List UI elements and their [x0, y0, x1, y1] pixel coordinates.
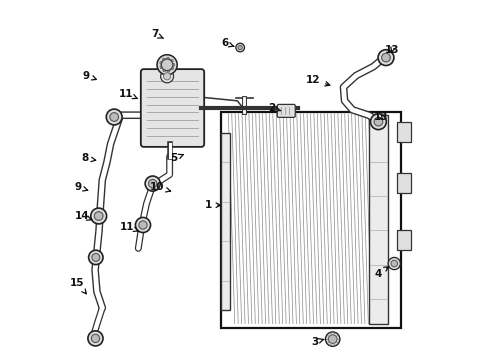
Text: 8: 8: [81, 153, 96, 163]
FancyBboxPatch shape: [277, 104, 295, 117]
Circle shape: [160, 70, 173, 83]
Circle shape: [170, 59, 173, 62]
Text: 11: 11: [119, 89, 137, 99]
Text: 13: 13: [372, 112, 387, 122]
Circle shape: [94, 212, 103, 220]
Text: 7: 7: [150, 29, 163, 39]
Text: 9: 9: [75, 182, 87, 192]
Text: 5: 5: [170, 153, 183, 163]
Circle shape: [91, 208, 106, 224]
Circle shape: [160, 62, 163, 64]
Text: 10: 10: [150, 182, 170, 192]
Circle shape: [135, 217, 150, 233]
Bar: [368, 115, 387, 324]
Text: 15: 15: [70, 278, 86, 294]
Circle shape: [170, 67, 173, 70]
Circle shape: [235, 43, 244, 52]
Text: 12: 12: [305, 75, 329, 86]
Circle shape: [373, 117, 382, 126]
Circle shape: [387, 257, 400, 270]
Circle shape: [370, 114, 386, 130]
Text: 14: 14: [74, 211, 92, 221]
Bar: [221, 133, 230, 310]
Circle shape: [171, 63, 174, 66]
Circle shape: [145, 176, 160, 191]
Circle shape: [377, 50, 393, 66]
Circle shape: [91, 334, 100, 343]
Circle shape: [238, 45, 242, 50]
Circle shape: [390, 260, 397, 267]
Circle shape: [106, 109, 122, 125]
Text: 13: 13: [384, 45, 399, 55]
Circle shape: [148, 179, 157, 188]
Circle shape: [92, 253, 100, 261]
Circle shape: [167, 69, 170, 72]
Text: 6: 6: [221, 38, 233, 48]
Circle shape: [139, 221, 147, 229]
Bar: [397, 173, 410, 193]
Text: 9: 9: [82, 71, 96, 81]
Circle shape: [88, 331, 103, 346]
Circle shape: [381, 53, 389, 62]
Circle shape: [325, 332, 339, 346]
Text: 4: 4: [373, 267, 388, 279]
Bar: [397, 122, 410, 142]
Text: 3: 3: [310, 337, 323, 347]
Text: 11: 11: [120, 222, 138, 232]
Bar: [397, 230, 410, 250]
Text: 2: 2: [267, 103, 280, 113]
Circle shape: [157, 55, 177, 75]
Text: 1: 1: [204, 200, 220, 210]
Circle shape: [166, 57, 169, 60]
Circle shape: [162, 58, 165, 61]
Circle shape: [160, 66, 163, 68]
Circle shape: [163, 69, 165, 72]
FancyBboxPatch shape: [141, 69, 204, 147]
Circle shape: [163, 73, 170, 80]
Circle shape: [161, 59, 172, 71]
Bar: [221, 112, 400, 328]
Circle shape: [110, 113, 118, 121]
Circle shape: [88, 250, 103, 265]
Circle shape: [328, 335, 336, 343]
